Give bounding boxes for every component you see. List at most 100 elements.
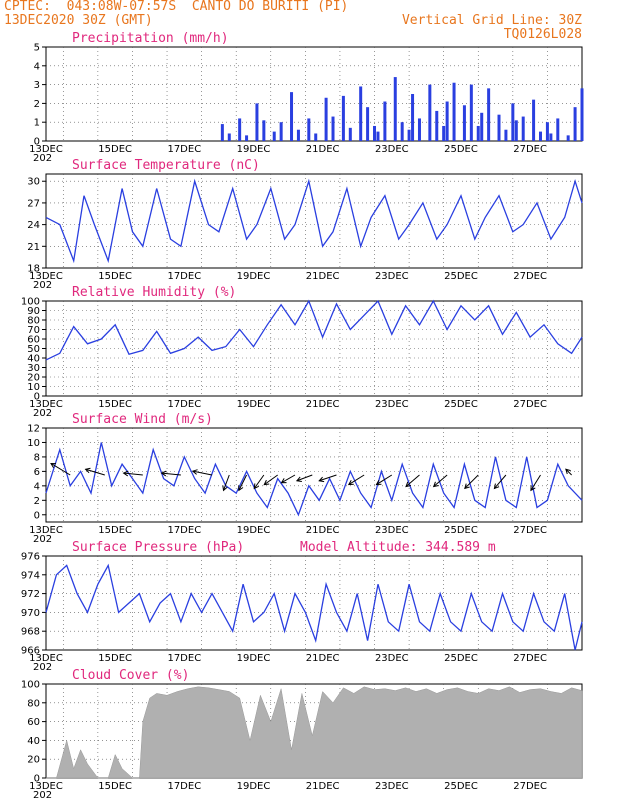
x-tick-label: 19DEC — [237, 653, 271, 664]
y-tick-label: 3 — [34, 80, 40, 91]
wind-arrow-head — [84, 467, 91, 474]
wind-arrow-head — [253, 483, 259, 490]
panel-title: Surface Temperature (nC) — [72, 158, 260, 173]
precip-bar — [469, 84, 473, 141]
wind-arrow-head — [295, 476, 302, 482]
panel-subtitle: Model Altitude: 344.589 m — [300, 540, 496, 555]
wind-arrow — [281, 474, 296, 484]
precip-bar — [497, 114, 501, 141]
x-year-fragment: 202 — [33, 534, 52, 545]
y-tick-label: 18 — [27, 264, 40, 275]
wind-arrow-head — [530, 485, 536, 492]
y-tick-label: 1 — [34, 118, 40, 129]
x-tick-label: 23DEC — [375, 271, 409, 282]
precip-bar — [255, 103, 259, 141]
panel-title: Cloud Cover (%) — [72, 668, 189, 683]
precip-bar — [532, 99, 536, 141]
precip-bar — [279, 122, 283, 141]
x-tick-label: 13DEC — [29, 653, 63, 664]
precip-bar — [393, 77, 397, 141]
wind-arrow — [161, 472, 181, 476]
wind-arrow-head — [50, 462, 57, 469]
y-tick-label: 100 — [21, 297, 40, 308]
x-tick-label: 25DEC — [444, 271, 478, 282]
precip-bar — [445, 101, 449, 141]
wind-arrow — [433, 474, 448, 487]
x-tick-label: 25DEC — [444, 653, 478, 664]
x-tick-label: 21DEC — [306, 399, 340, 410]
x-tick-label: 17DEC — [167, 525, 201, 536]
wind-arrow-head — [464, 483, 470, 490]
y-tick-label: 10 — [27, 382, 40, 393]
panel-title: Relative Humidity (%) — [72, 285, 236, 300]
x-tick-label: 19DEC — [237, 399, 271, 410]
precip-bar — [566, 135, 570, 141]
y-tick-label: 4 — [34, 481, 40, 492]
x-tick-label: 19DEC — [237, 781, 271, 792]
x-tick-label: 23DEC — [375, 399, 409, 410]
wind-arrow-head — [280, 478, 287, 484]
wind-arrow — [405, 474, 420, 487]
y-tick-label: 0 — [34, 137, 40, 148]
header-location: CPTEC: 043:08W-07:57S CANTO DO BURITI (P… — [4, 0, 349, 14]
y-tick-label: 974 — [21, 570, 40, 581]
x-tick-label: 21DEC — [306, 653, 340, 664]
wind-arrow — [85, 468, 105, 476]
y-tick-label: 966 — [21, 646, 40, 657]
x-tick-label: 21DEC — [306, 144, 340, 155]
panel-title: Surface Pressure (hPa) — [72, 540, 244, 555]
wind-arrow — [192, 470, 213, 476]
precip-bar — [400, 122, 404, 141]
wind-arrow-head — [122, 470, 129, 477]
precip-bar — [514, 120, 518, 141]
precip-bar — [580, 88, 584, 141]
wind-arrow — [565, 468, 572, 476]
precip-bar — [521, 116, 525, 141]
y-tick-label: 8 — [34, 452, 40, 463]
x-year-fragment: 202 — [33, 662, 52, 673]
x-tick-label: 19DEC — [237, 144, 271, 155]
y-tick-label: 60 — [27, 335, 40, 346]
precip-bar — [376, 131, 380, 141]
precip-bar — [341, 95, 345, 141]
x-tick-label: 27DEC — [513, 781, 547, 792]
y-tick-label: 24 — [27, 220, 40, 231]
precip-bar — [227, 133, 231, 141]
panel-frame — [45, 46, 583, 142]
x-tick-label: 25DEC — [444, 781, 478, 792]
wind-arrow — [376, 474, 393, 486]
wind-arrow — [348, 474, 365, 486]
precip-bar — [359, 86, 363, 141]
precip-bar — [307, 118, 311, 141]
wind-arrow — [50, 463, 71, 476]
precip-bar — [573, 107, 577, 141]
y-tick-label: 20 — [27, 755, 40, 766]
x-tick-label: 15DEC — [98, 653, 132, 664]
x-tick-label: 27DEC — [513, 653, 547, 664]
precip-bar — [331, 116, 335, 141]
x-tick-label: 17DEC — [167, 781, 201, 792]
series-line — [45, 442, 583, 517]
x-tick-label: 15DEC — [98, 781, 132, 792]
series-line — [45, 299, 583, 361]
header-model: TQ0126L028 — [503, 27, 582, 42]
y-tick-label: 90 — [27, 306, 40, 317]
panel-frame — [45, 173, 583, 269]
panel-frame — [45, 555, 583, 651]
precip-bar — [272, 131, 276, 141]
precip-bar — [435, 110, 439, 141]
wind-arrow-head — [432, 481, 439, 488]
x-tick-label: 15DEC — [98, 525, 132, 536]
x-tick-label: 15DEC — [98, 399, 132, 410]
wind-arrow-head — [191, 469, 198, 475]
y-tick-label: 12 — [27, 424, 40, 435]
y-tick-label: 10 — [27, 438, 40, 449]
y-tick-label: 40 — [27, 354, 40, 365]
panel-title: Surface Wind (m/s) — [72, 412, 213, 427]
y-tick-label: 60 — [27, 717, 40, 728]
y-tick-label: 30 — [27, 363, 40, 374]
y-tick-label: 21 — [27, 242, 40, 253]
y-tick-label: 40 — [27, 736, 40, 747]
wind-arrow — [263, 474, 278, 486]
wind-arrow — [238, 474, 248, 491]
